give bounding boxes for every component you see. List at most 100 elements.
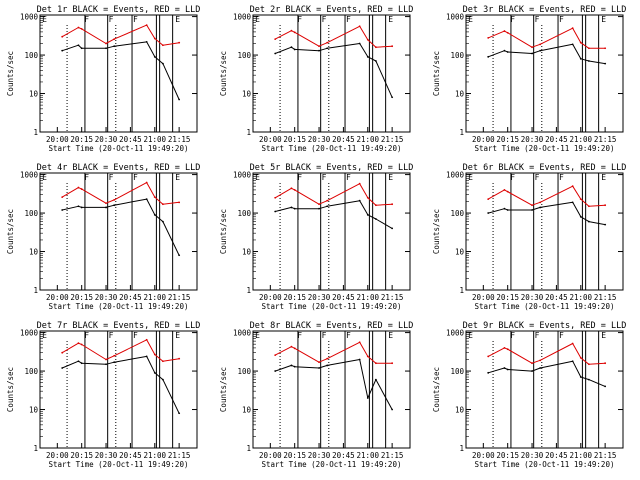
x-tick-label: 21:15	[594, 135, 617, 144]
series-events	[62, 355, 180, 414]
plot-frame	[39, 172, 198, 291]
y-tick-label: 1000	[233, 13, 252, 22]
data-point-lld	[503, 347, 506, 349]
data-point-lld	[587, 47, 590, 50]
data-point-lld	[105, 202, 107, 205]
data-point-lld	[290, 345, 293, 348]
x-tick-label: 20:15	[283, 293, 306, 302]
x-tick-label: 20:00	[472, 135, 495, 144]
x-tick-label: 20:15	[283, 451, 306, 460]
data-point-events	[358, 42, 361, 45]
x-tick-label: 21:00	[143, 293, 166, 302]
y-tick-label: 1	[33, 286, 38, 295]
data-point-events	[366, 213, 369, 216]
y-tick-label: 10	[29, 90, 39, 99]
data-point-lld	[318, 45, 320, 48]
panel-det-9: Det 9r BLACK = Events, RED = LLD 1 10 100 10…	[432, 321, 626, 469]
data-point-lld	[153, 353, 156, 356]
data-point-events	[80, 206, 83, 209]
data-point-lld	[113, 354, 116, 357]
data-point-lld	[506, 190, 509, 193]
x-tick-label: 20:15	[70, 135, 93, 144]
data-point-lld	[290, 187, 293, 190]
y-tick-label: 10	[455, 90, 465, 99]
series-lld	[487, 185, 606, 207]
data-point-events	[506, 368, 509, 371]
data-point-events	[290, 206, 293, 209]
data-point-events	[61, 367, 64, 369]
x-tick-label: 20:30	[95, 451, 118, 460]
data-point-lld	[391, 45, 394, 48]
data-point-lld	[61, 351, 64, 354]
data-point-events	[571, 201, 574, 204]
x-tick-label: 21:15	[594, 293, 617, 302]
panel-det-3: Det 3r BLACK = Events, RED = LLD 1 10 100 10…	[432, 5, 626, 153]
x-tick-label: 20:45	[545, 293, 568, 302]
series-events	[488, 360, 606, 387]
flag-label: F	[109, 15, 114, 24]
x-tick-label: 20:30	[95, 293, 118, 302]
y-tick-label: 10	[242, 248, 252, 257]
data-point-events	[326, 47, 329, 50]
series-events	[275, 43, 393, 98]
x-tick-label: 20:15	[496, 293, 519, 302]
series-lld	[488, 27, 606, 49]
flag-label: F	[510, 15, 515, 24]
data-point-events	[604, 223, 607, 226]
data-point-events	[604, 62, 607, 65]
data-point-events	[326, 364, 329, 367]
data-point-events	[145, 355, 148, 358]
plot-frame	[465, 14, 624, 133]
flag-label: F	[322, 15, 327, 24]
y-tick-label: 100	[24, 209, 38, 218]
series-lld	[61, 182, 180, 205]
flag-label: E	[601, 173, 606, 182]
data-point-events	[503, 367, 506, 369]
data-point-events	[506, 209, 509, 211]
data-point-events	[587, 60, 590, 62]
flag-label: F	[109, 331, 114, 340]
data-point-lld	[587, 205, 590, 208]
data-point-lld	[274, 38, 277, 40]
data-point-lld	[358, 182, 361, 185]
y-axis-label: Counts/sec	[432, 209, 441, 254]
x-tick-label: 21:00	[356, 293, 379, 302]
data-point-events	[61, 49, 64, 52]
x-tick-label: 20:45	[545, 135, 568, 144]
data-point-lld	[531, 204, 533, 207]
x-tick-label: 20:00	[472, 451, 495, 460]
x-tick-label: 20:00	[46, 135, 69, 144]
y-axis-label: Counts/sec	[432, 367, 441, 412]
y-tick-label: 1000	[446, 329, 465, 338]
flag-label: F	[297, 173, 302, 182]
data-point-lld	[579, 356, 582, 359]
data-point-lld	[293, 347, 296, 350]
panel-det-1: Det 1r BLACK = Events, RED = LLD 1 10 100 10…	[6, 5, 200, 153]
data-point-lld	[290, 29, 293, 32]
data-point-lld	[366, 196, 369, 199]
data-point-lld	[274, 354, 277, 356]
data-point-events	[105, 47, 107, 50]
y-axis-label: Counts/sec	[219, 367, 228, 412]
y-tick-label: 1	[246, 286, 251, 295]
data-point-lld	[161, 44, 164, 47]
data-point-events	[571, 360, 574, 363]
data-point-lld	[178, 357, 181, 360]
x-tick-label: 20:45	[332, 135, 355, 144]
x-tick-label: 20:45	[119, 451, 142, 460]
flag-label: F	[535, 173, 540, 182]
panel-title: Det 7r BLACK = Events, RED = LLD	[37, 321, 201, 331]
data-point-events	[274, 370, 277, 372]
y-tick-label: 1000	[20, 329, 39, 338]
x-tick-label: 20:45	[332, 451, 355, 460]
data-point-lld	[178, 201, 181, 204]
series-lld	[274, 25, 393, 48]
data-point-lld	[374, 362, 377, 365]
x-tick-label: 20:00	[259, 293, 282, 302]
data-point-lld	[113, 38, 116, 40]
x-tick-label: 20:30	[308, 293, 331, 302]
flag-label: F	[297, 331, 302, 340]
x-tick-label: 21:15	[168, 451, 191, 460]
data-point-lld	[61, 35, 64, 38]
y-tick-label: 10	[455, 406, 465, 415]
